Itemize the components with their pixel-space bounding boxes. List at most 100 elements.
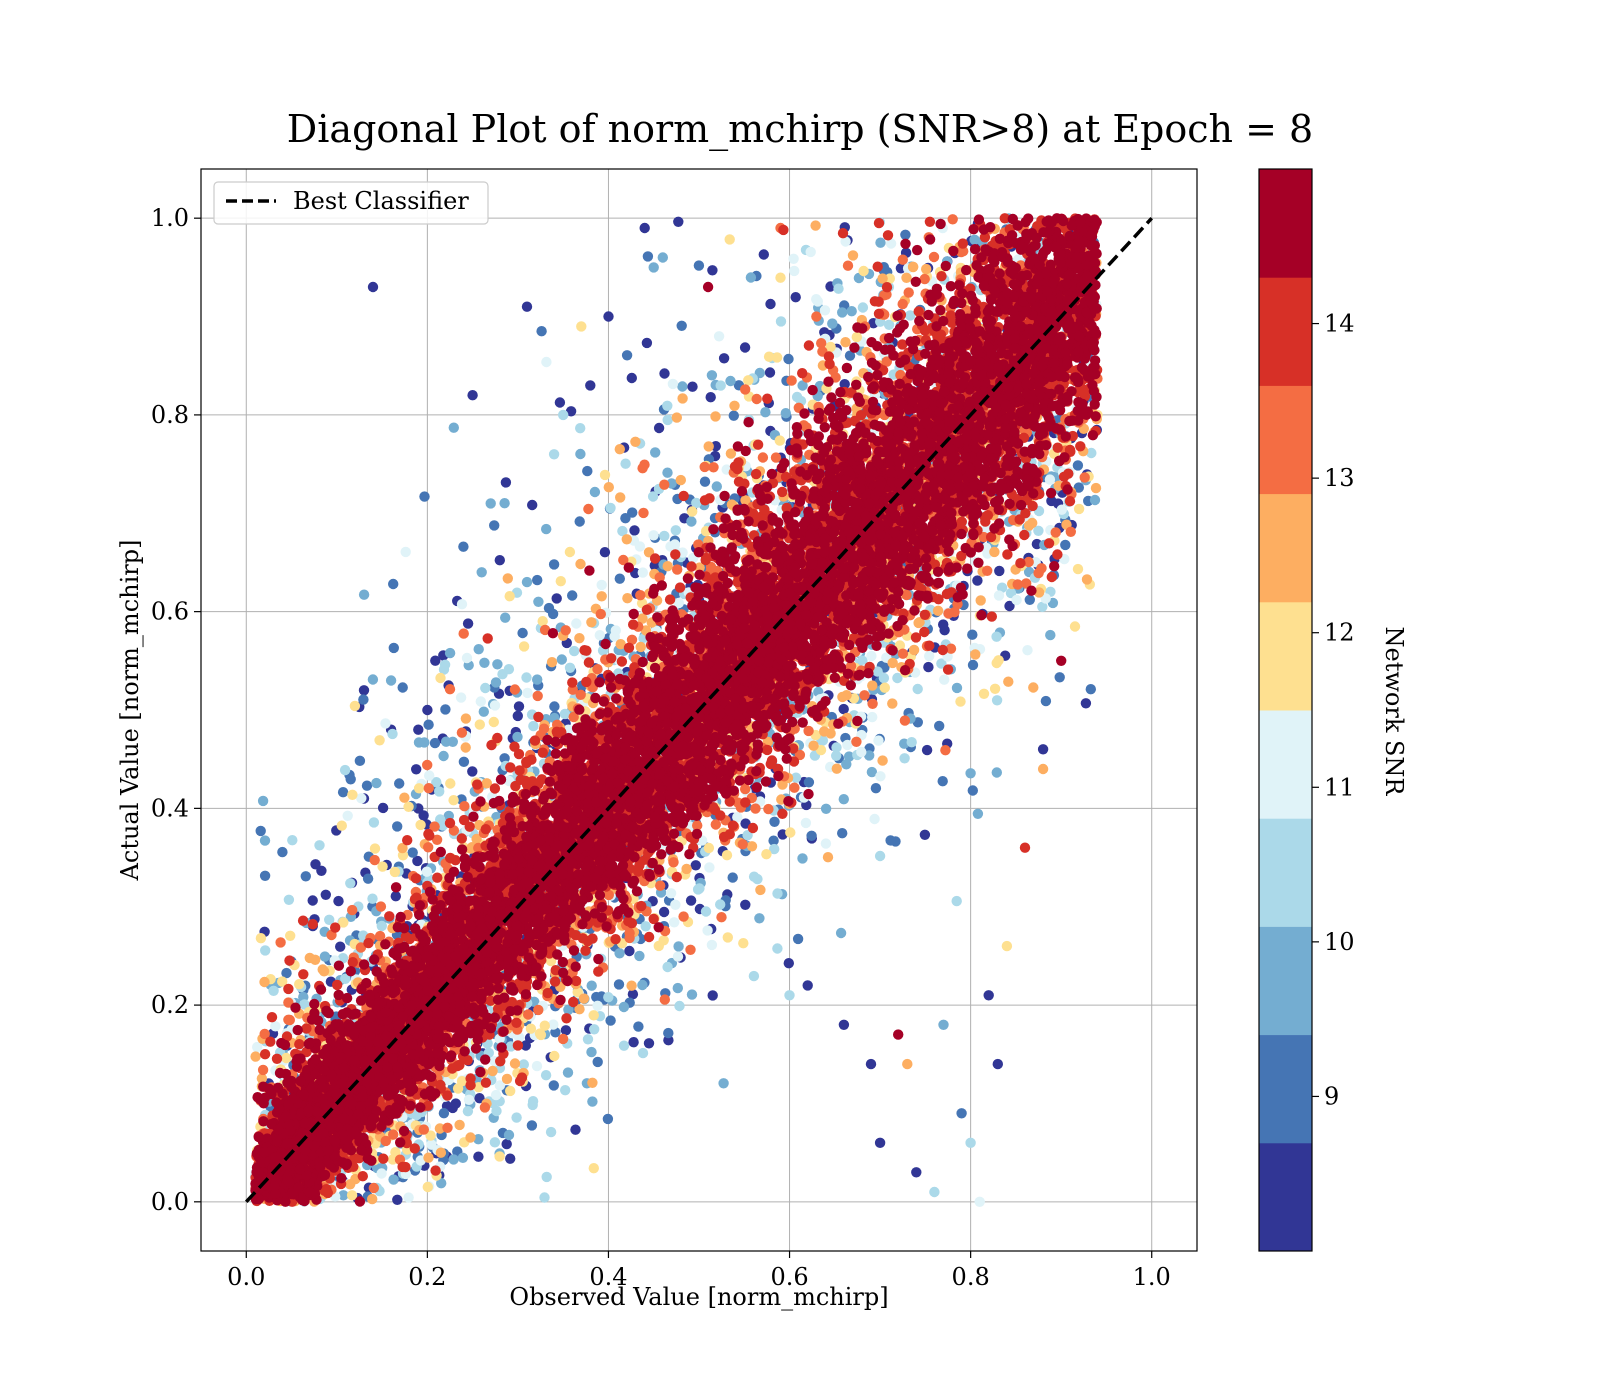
scatter-point (672, 564, 683, 575)
scatter-point (662, 561, 673, 572)
scatter-point (670, 525, 681, 536)
scatter-point (965, 1137, 976, 1149)
scatter-point (454, 1119, 465, 1131)
scatter-point (902, 1058, 913, 1070)
scatter-point (620, 513, 631, 524)
scatter-point (257, 795, 269, 807)
scatter-point (596, 579, 607, 591)
scatter-point (808, 740, 819, 751)
scatter-point (851, 331, 862, 343)
scatter-point (702, 925, 713, 936)
scatter-point (418, 1124, 429, 1135)
scatter-point (502, 573, 513, 584)
scatter-point (501, 1073, 513, 1085)
scatter-point (392, 821, 403, 832)
scatter-point (374, 735, 385, 746)
scatter-point (488, 716, 499, 728)
scatter-point (624, 945, 635, 957)
scatter-point (336, 820, 347, 831)
scatter-point (539, 1020, 550, 1031)
scatter-point (413, 783, 425, 794)
scatter-point (956, 1108, 967, 1119)
scatter-point (640, 921, 651, 932)
scatter-point (729, 400, 740, 411)
scatter-point (388, 642, 399, 654)
scatter-point (856, 746, 867, 758)
scatter-point (929, 1186, 940, 1198)
scatter-point (703, 842, 715, 854)
scatter-point (621, 350, 633, 361)
scatter-point (699, 476, 711, 487)
scatter-point (467, 766, 478, 777)
scatter-point (390, 891, 401, 902)
scatter-point (310, 954, 321, 965)
scatter-point (423, 783, 434, 794)
scatter-point (558, 409, 569, 421)
scatter-point (991, 631, 1002, 642)
scatter-point (456, 599, 468, 610)
scatter-point (494, 1151, 505, 1162)
scatter-point (1044, 474, 1056, 485)
scatter-point (268, 985, 279, 996)
scatter-point (667, 378, 679, 390)
scatter-point (512, 710, 523, 722)
scatter-point (837, 828, 848, 839)
scatter-point (847, 250, 859, 261)
scatter-point (430, 655, 441, 666)
scatter-point (314, 840, 325, 851)
scatter-point (458, 628, 469, 639)
scatter-point (614, 948, 625, 959)
scatter-point (535, 1029, 547, 1041)
scatter-point (563, 1004, 574, 1015)
scatter-point (368, 817, 380, 828)
scatter-point (461, 652, 473, 664)
scatter-point (615, 492, 626, 503)
scatter-point (858, 265, 869, 277)
scatter-point (739, 342, 751, 353)
scatter-point (875, 771, 886, 782)
scatter-point (1037, 744, 1049, 755)
scatter-point (463, 1094, 475, 1106)
scatter-point (687, 506, 698, 517)
scatter-point (1036, 563, 1047, 574)
scatter-point (527, 1096, 539, 1107)
scatter-point (972, 575, 983, 586)
scatter-point (626, 372, 637, 384)
scatter-point (837, 691, 848, 703)
scatter-point (721, 850, 733, 861)
scatter-point (605, 502, 616, 514)
scatter-point (718, 353, 730, 364)
scatter-point (505, 1085, 516, 1097)
scatter-point (822, 852, 834, 863)
scatter-point (575, 448, 586, 460)
scatter-point (541, 523, 552, 535)
scatter-point (380, 718, 391, 729)
scatter-point (705, 392, 716, 403)
scatter-point (989, 683, 1001, 694)
scatter-point (307, 895, 318, 906)
scatter-point (587, 1077, 598, 1089)
scatter-point (859, 690, 870, 701)
scatter-point (444, 684, 456, 695)
scatter-point (672, 982, 683, 994)
scatter-point (521, 672, 532, 683)
scatter-point (677, 381, 688, 392)
scatter-point (564, 546, 576, 558)
scatter-point (490, 1089, 502, 1101)
scatter-point (458, 541, 469, 552)
scatter-point (490, 677, 502, 688)
scatter-point (595, 608, 606, 620)
scatter-point (659, 994, 670, 1005)
scatter-point (575, 423, 586, 434)
scatter-point (991, 767, 1002, 778)
scatter-point (523, 1009, 534, 1020)
scatter-point (422, 704, 433, 716)
scatter-point (526, 1120, 538, 1131)
scatter-point (560, 625, 571, 636)
scatter-point (339, 764, 351, 776)
scatter-point (710, 819, 721, 830)
scatter-point (1054, 672, 1065, 683)
scatter-point (706, 939, 718, 951)
scatter-point (831, 763, 842, 774)
